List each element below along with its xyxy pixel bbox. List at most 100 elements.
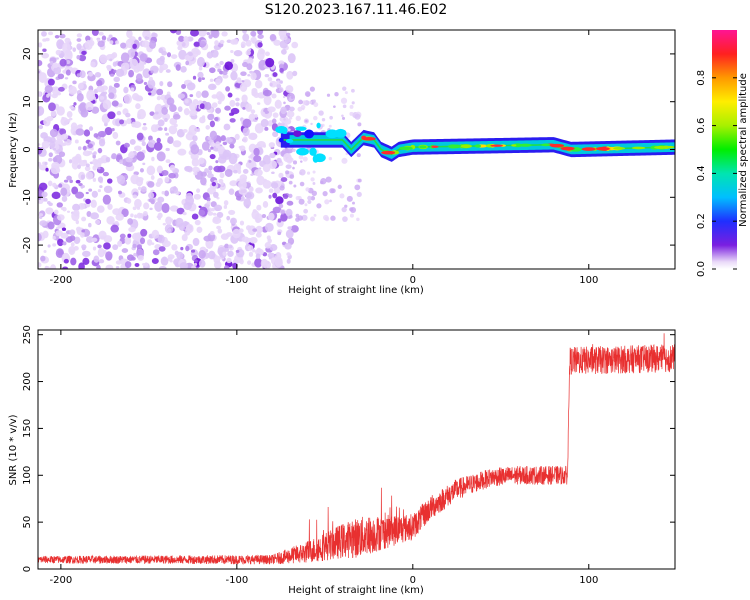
noise-blob [125, 161, 133, 168]
noise-blob [126, 198, 132, 204]
noise-blob [268, 188, 274, 194]
noise-blob [61, 195, 68, 202]
noise-blob [49, 140, 56, 149]
noise-blob [42, 230, 49, 239]
noise-blob [245, 191, 255, 200]
noise-blob [45, 37, 50, 42]
noise-blob [261, 111, 266, 117]
noise-blob [242, 30, 247, 34]
spectrogram-y-tick-label: 20 [22, 48, 33, 61]
noise-blob [247, 57, 254, 65]
noise-blob [142, 126, 148, 131]
snr-y-tick-label: 250 [22, 325, 33, 344]
noise-blob [138, 36, 142, 41]
noise-blob [222, 141, 228, 146]
noise-blob [209, 153, 216, 160]
noise-blob [156, 215, 160, 219]
noise-blob [75, 226, 82, 232]
noise-blob [250, 173, 254, 176]
noise-blob [178, 222, 186, 231]
noise-blob [125, 112, 131, 118]
noise-blob [289, 106, 295, 112]
noise-blob [286, 258, 291, 264]
noise-blob [339, 193, 345, 199]
noise-blob [198, 209, 206, 216]
noise-blob [98, 138, 106, 147]
tone-hotspot [631, 146, 646, 150]
noise-blob [111, 100, 119, 107]
noise-blob [182, 129, 188, 133]
noise-blob [38, 72, 47, 83]
snr-marks [38, 333, 675, 565]
noise-blob [115, 68, 125, 77]
noise-blob [262, 154, 271, 166]
noise-blob [90, 147, 94, 151]
tone-peak [595, 146, 610, 151]
noise-blob [107, 178, 113, 184]
noise-blob [242, 168, 249, 174]
noise-blob [50, 110, 57, 117]
noise-blob [52, 182, 57, 188]
noise-blob [172, 113, 181, 120]
noise-blob [229, 217, 237, 225]
noise-blob [168, 125, 178, 135]
noise-blob [349, 213, 354, 218]
noise-blob [52, 62, 59, 68]
noise-blob [148, 76, 153, 81]
noise-blob [123, 142, 130, 148]
noise-blob [308, 100, 312, 105]
noise-blob [72, 80, 77, 85]
noise-blob [351, 88, 355, 93]
noise-blob [305, 187, 310, 192]
noise-blob [97, 188, 101, 193]
noise-blob [292, 160, 298, 165]
noise-blob [243, 198, 251, 208]
spectrogram-marks [38, 30, 675, 269]
noise-blob [48, 202, 53, 207]
noise-blob [340, 97, 348, 104]
noise-blob [238, 80, 242, 84]
noise-blob [167, 228, 172, 233]
noise-blob [269, 80, 278, 88]
noise-blob [78, 183, 83, 187]
noise-blob [312, 99, 317, 103]
noise-blob [310, 122, 313, 126]
noise-blob [254, 79, 263, 89]
noise-blob [147, 181, 155, 188]
noise-blob [287, 226, 293, 230]
noise-blob [247, 244, 254, 251]
noise-blob [286, 252, 291, 257]
noise-blob [239, 258, 244, 265]
noise-blob [127, 218, 134, 225]
noise-blob [39, 220, 48, 227]
noise-blob [134, 95, 143, 102]
noise-blob [91, 237, 98, 242]
noise-blob [169, 117, 178, 126]
noise-blob [280, 122, 285, 127]
noise-blob [175, 30, 182, 35]
noise-blob [88, 126, 94, 131]
noise-blob [170, 105, 177, 112]
noise-blob [116, 110, 122, 116]
noise-blob [53, 66, 62, 75]
noise-blob [110, 53, 116, 60]
noise-blob [207, 173, 214, 179]
noise-blob [106, 37, 111, 42]
noise-blob [75, 191, 85, 199]
noise-blob [288, 98, 292, 102]
noise-blob [168, 172, 176, 179]
noise-blob [210, 30, 219, 38]
noise-blob [198, 205, 202, 208]
noise-blob [44, 161, 48, 166]
noise-blob [271, 93, 277, 99]
noise-blob [130, 87, 135, 92]
noise-blob [193, 193, 201, 200]
noise-blob [349, 111, 354, 116]
noise-blob [191, 166, 200, 173]
noise-blob [199, 103, 205, 110]
noise-blob [41, 140, 50, 149]
noise-blob [292, 166, 295, 170]
noise-blob [146, 239, 153, 246]
noise-blob [316, 203, 322, 209]
noise-blob [233, 38, 239, 45]
